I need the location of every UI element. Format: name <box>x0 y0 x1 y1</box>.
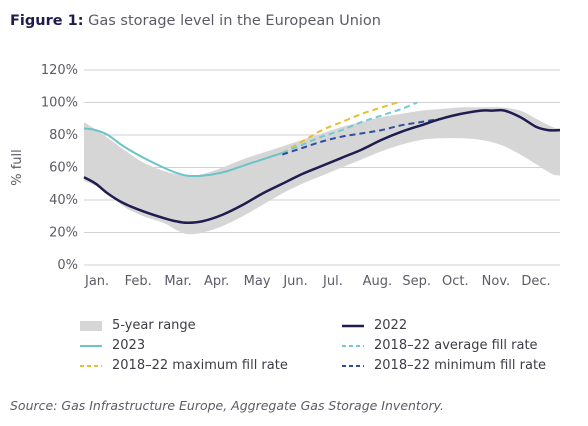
x-tick-label-may: May <box>244 274 271 289</box>
legend-item-2022: 2022 <box>342 318 407 333</box>
legend-swatch-2022 <box>342 324 364 327</box>
figure-title-text: Gas storage level in the European Union <box>88 13 381 29</box>
series-line-2022 <box>83 108 561 225</box>
x-tick-label-nov: Nov. <box>482 274 511 289</box>
legend-swatch-min <box>342 364 364 367</box>
x-tick-label-feb: Feb. <box>125 274 152 289</box>
x-tick-label-dec: Dec. <box>521 274 550 289</box>
figure-label: Figure 1: <box>10 13 84 29</box>
x-tick-label-oct: Oct. <box>442 274 469 289</box>
legend-item-min: 2018–22 minimum fill rate <box>342 358 546 373</box>
legend-swatch-range <box>80 320 102 331</box>
x-tick-label-jan: Jan. <box>84 274 109 289</box>
y-axis-label: % full <box>10 149 25 186</box>
figure-title: Figure 1: Gas storage level in the Europ… <box>10 13 381 29</box>
y-tick-label-60: 60% <box>49 161 78 176</box>
series-line-2023 <box>83 127 283 178</box>
legend-label-range: 5-year range <box>112 318 196 333</box>
legend-swatch-2023 <box>80 344 102 347</box>
legend-label-max: 2018–22 maximum fill rate <box>112 358 288 373</box>
legend-item-max: 2018–22 maximum fill rate <box>80 358 288 373</box>
y-tick-label-40: 40% <box>49 193 78 208</box>
x-tick-label-apr: Apr. <box>204 274 229 289</box>
y-tick-label-20: 20% <box>49 226 78 241</box>
series-line-maximum-fill-rate <box>281 101 398 154</box>
legend-label-min: 2018–22 minimum fill rate <box>374 358 547 373</box>
legend-label-2022: 2022 <box>374 318 408 333</box>
y-tick-label-0: 0% <box>57 258 78 273</box>
x-tick-label-jul: Jul. <box>322 274 343 289</box>
series-5-year-range-band <box>84 107 560 235</box>
x-tick-label-sep: Sep. <box>402 274 431 289</box>
x-tick-label-jun: Jun. <box>282 274 307 289</box>
series-line-average-fill-rate <box>281 101 418 154</box>
y-tick-label-80: 80% <box>49 128 78 143</box>
legend-label-avg: 2018–22 average fill rate <box>374 338 538 353</box>
y-tick-label-100: 100% <box>41 96 78 111</box>
gas-storage-chart: 0% 20% 40% 60% 80% 100% 120% Jan. Feb. Mar. Apr. Ma… <box>10 63 561 289</box>
legend-item-range: 5-year range <box>80 318 196 333</box>
legend-item-avg: 2018–22 average fill rate <box>342 338 538 353</box>
legend-swatch-avg <box>342 344 364 347</box>
y-tick-label-120: 120% <box>41 63 78 78</box>
x-tick-label-aug: Aug. <box>363 274 393 289</box>
x-tick-label-mar: Mar. <box>164 274 191 289</box>
source-note: Source: Gas Infrastructure Europe, Aggre… <box>10 398 445 413</box>
series-line-minimum-fill-rate <box>281 117 442 156</box>
legend-item-2023: 2023 <box>80 338 145 353</box>
legend-swatch-max <box>80 364 102 367</box>
legend-label-2023: 2023 <box>112 338 146 353</box>
